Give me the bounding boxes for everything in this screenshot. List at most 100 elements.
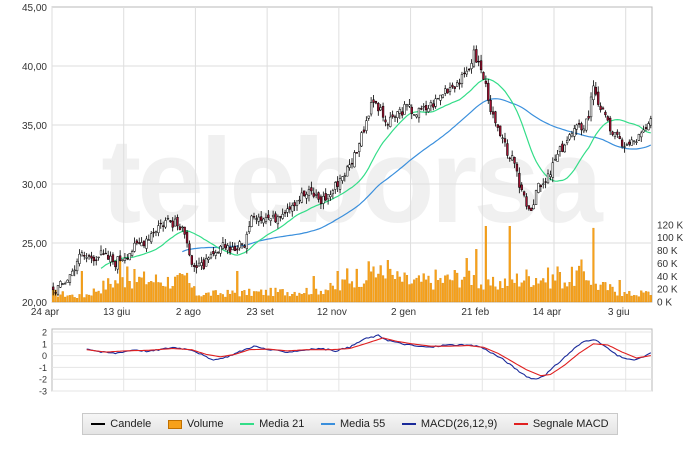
- candle-body: [355, 152, 358, 154]
- volume-bar: [460, 279, 464, 303]
- volume-bar: [171, 286, 174, 303]
- media-55-path: [182, 98, 652, 253]
- candle-body: [56, 285, 60, 295]
- price-tick-label: 40,00: [22, 62, 47, 73]
- volume-bar: [503, 278, 507, 303]
- volume-bar: [573, 285, 576, 303]
- volume-bar: [348, 283, 351, 303]
- candle-body: [544, 181, 547, 183]
- candle-body: [494, 111, 497, 124]
- legend-item-candele[interactable]: Candele: [91, 418, 151, 430]
- legend-item-macd[interactable]: MACD(26,12,9): [401, 418, 497, 430]
- volume-bar: [56, 296, 60, 303]
- volume-bar: [164, 286, 167, 303]
- candle-body: [496, 124, 499, 128]
- candle-body: [587, 115, 590, 119]
- candle-body: [508, 157, 511, 159]
- volume-bar: [482, 289, 485, 303]
- volume-bar: [61, 291, 64, 303]
- candle-body: [257, 216, 260, 222]
- volume-bar: [420, 281, 423, 303]
- volume-swatch: [167, 419, 182, 429]
- candle-body: [580, 123, 583, 131]
- volume-bar: [568, 282, 571, 303]
- candle-body: [601, 107, 605, 110]
- candle-body: [616, 131, 619, 135]
- candle-body: [592, 85, 595, 100]
- price-tick-label: 35,00: [22, 121, 47, 132]
- candle-body: [565, 139, 569, 144]
- legend-item-media-55[interactable]: Media 55: [320, 418, 385, 430]
- volume-bar: [554, 280, 557, 303]
- volume-bar: [131, 288, 134, 303]
- candle-body: [169, 220, 172, 222]
- volume-bar: [183, 275, 186, 303]
- legend-label: Candele: [110, 418, 152, 430]
- candle-body: [324, 193, 327, 201]
- candle-body: [245, 233, 248, 249]
- volume-bar: [303, 293, 306, 303]
- candle-body: [219, 245, 222, 254]
- candle-body: [178, 226, 182, 230]
- volume-bar: [322, 294, 325, 303]
- legend-item-volume[interactable]: Volume: [167, 418, 224, 430]
- candle-body: [126, 258, 129, 260]
- candle-body: [224, 244, 227, 249]
- volume-bar: [102, 280, 105, 303]
- candle-body: [467, 68, 471, 71]
- candle-body: [391, 114, 394, 117]
- candle-body: [350, 162, 354, 165]
- volume-bar: [300, 293, 303, 303]
- volume-bar: [207, 292, 210, 303]
- candle-body: [613, 132, 617, 137]
- volume-bar: [162, 285, 165, 303]
- candle-body: [260, 216, 263, 221]
- volume-bar: [140, 277, 143, 303]
- volume-tick-label: 60 K: [657, 259, 678, 270]
- candle-body: [434, 98, 437, 107]
- candle-body: [539, 185, 542, 188]
- volume-bar: [644, 291, 648, 303]
- volume-bar: [327, 290, 330, 303]
- volume-bar: [154, 274, 158, 303]
- volume-bar: [439, 277, 442, 303]
- candle-body: [228, 246, 232, 253]
- volume-bar: [515, 273, 518, 303]
- volume-bar: [456, 272, 459, 303]
- volume-bar: [331, 285, 334, 303]
- candle-body: [515, 163, 519, 172]
- volume-bar: [355, 268, 358, 303]
- candle-body: [68, 274, 72, 283]
- volume-bar: [346, 268, 349, 303]
- candle-body: [563, 144, 566, 153]
- volume-bar: [226, 289, 229, 303]
- candle-body: [200, 262, 203, 266]
- macd-tick-label: -2: [39, 375, 47, 385]
- candle-body: [558, 146, 562, 152]
- legend-item-segnale-macd[interactable]: Segnale MACD: [513, 418, 609, 430]
- volume-bar: [231, 290, 234, 303]
- candle-body: [606, 116, 609, 121]
- volume-bar: [233, 292, 236, 303]
- candle-body: [291, 204, 294, 212]
- volume-bar: [298, 292, 301, 303]
- price-tick-label: 45,00: [22, 3, 47, 14]
- candle-body: [439, 94, 442, 101]
- candle-body: [597, 91, 600, 105]
- candle-body: [448, 87, 452, 92]
- volume-bar: [255, 291, 258, 303]
- candle-body: [238, 241, 241, 249]
- candle-body: [582, 128, 586, 132]
- macd-tick-label: 1: [42, 339, 47, 349]
- volume-bar: [312, 276, 315, 303]
- watermark-text: teleborsa: [101, 114, 604, 248]
- candle-body: [73, 269, 76, 272]
- candle-body: [453, 86, 456, 89]
- volume-bar: [267, 295, 270, 303]
- volume-bar: [613, 291, 616, 303]
- legend-item-media-21[interactable]: Media 21: [240, 418, 304, 430]
- volume-bar: [95, 291, 98, 303]
- volume-bar: [152, 282, 155, 303]
- candle-body: [549, 174, 552, 177]
- date-tick-label: 2 gen: [391, 307, 416, 318]
